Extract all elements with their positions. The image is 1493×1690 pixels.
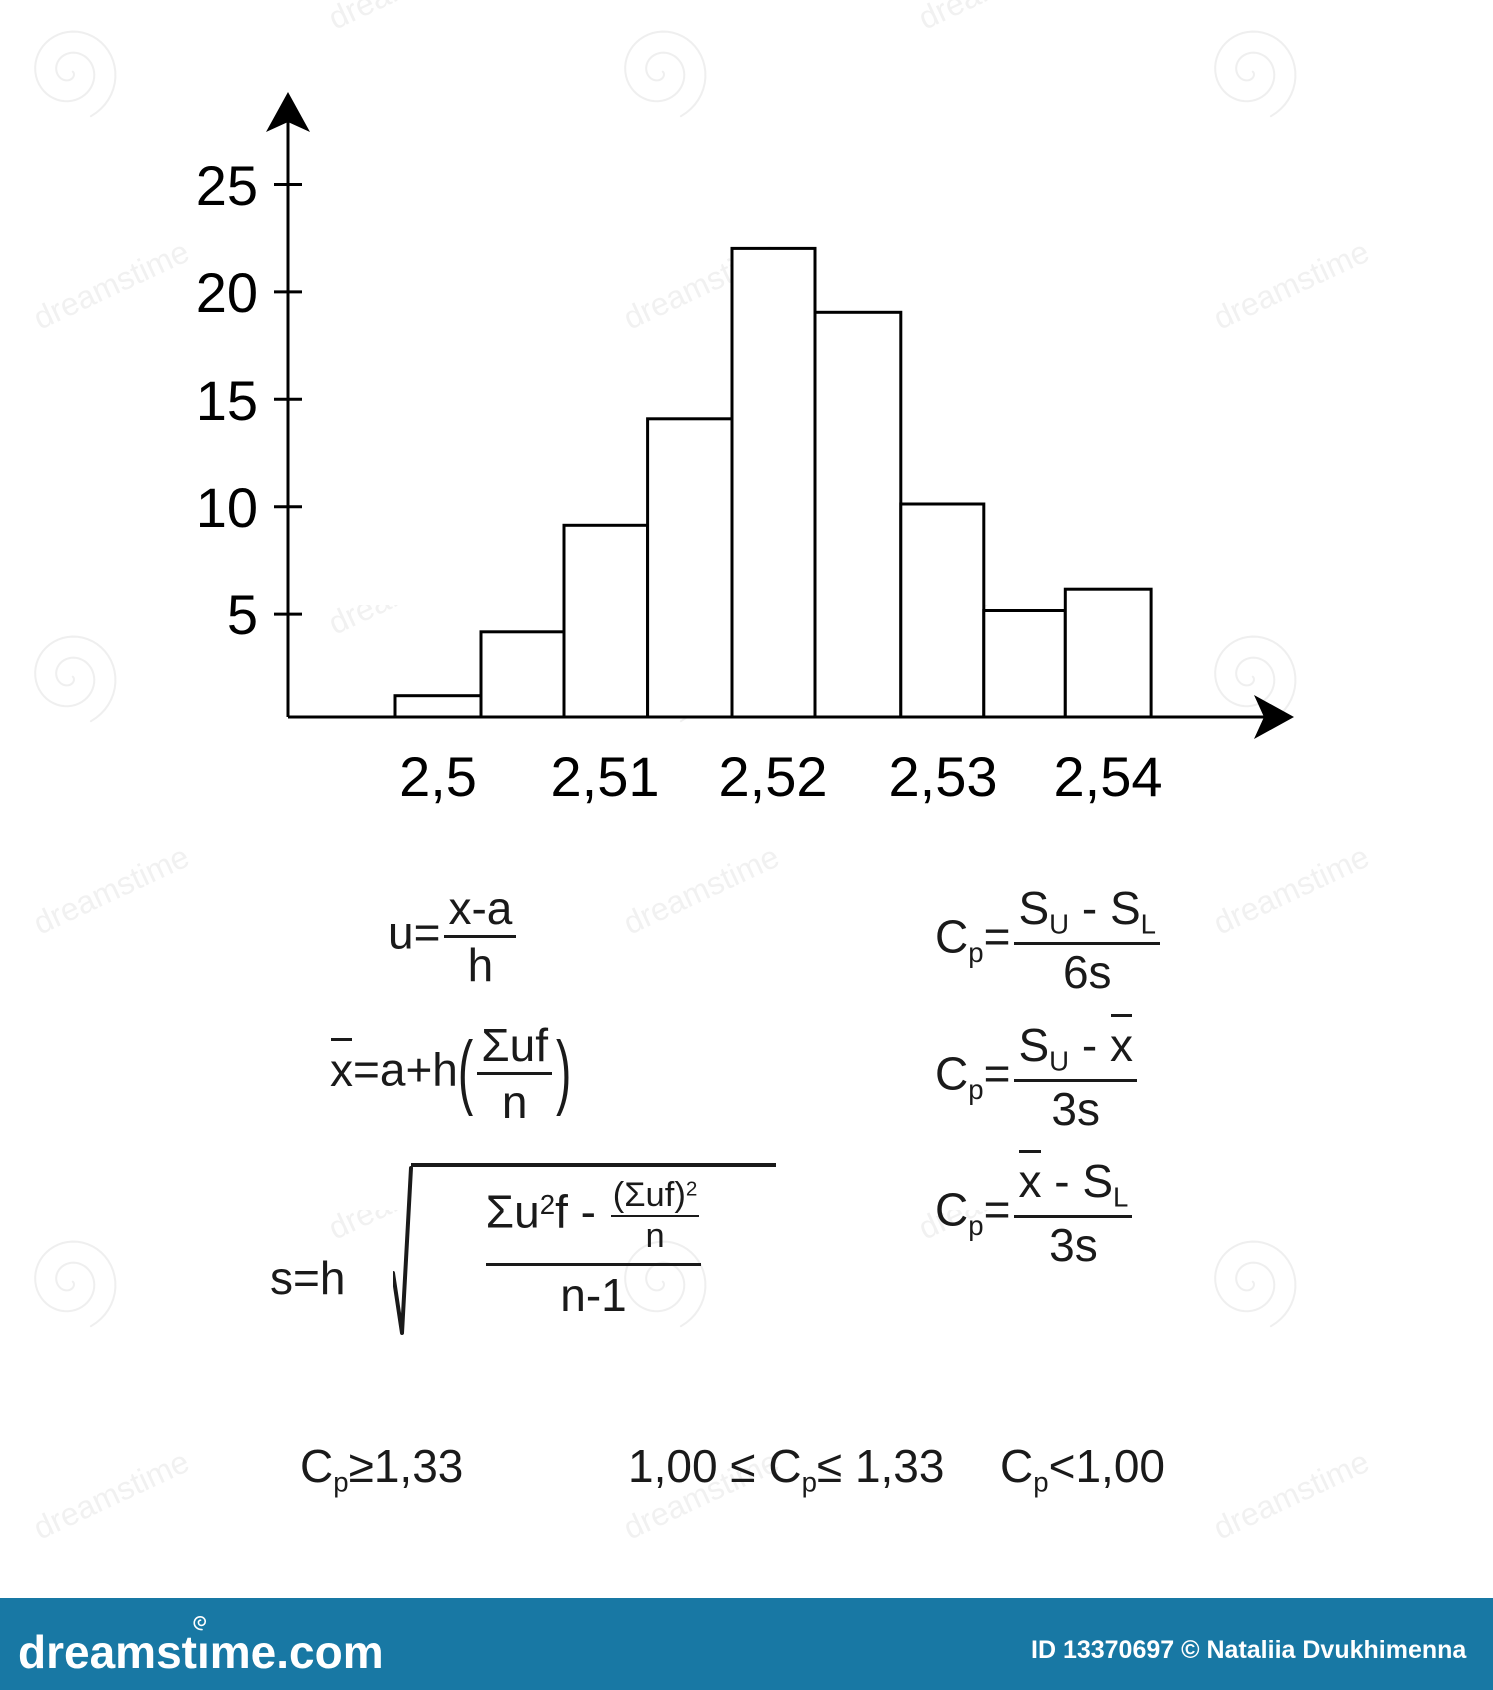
svg-text:2,54: 2,54 bbox=[1054, 745, 1163, 808]
svg-text:15: 15 bbox=[196, 369, 258, 432]
svg-text:2,53: 2,53 bbox=[889, 745, 998, 808]
svg-text:10: 10 bbox=[196, 476, 258, 539]
svg-text:2,51: 2,51 bbox=[551, 745, 660, 808]
svg-text:25: 25 bbox=[196, 154, 258, 217]
svg-text:20: 20 bbox=[196, 261, 258, 324]
svg-text:2,5: 2,5 bbox=[399, 745, 477, 808]
svg-text:2,52: 2,52 bbox=[719, 745, 828, 808]
svg-text:5: 5 bbox=[227, 583, 258, 646]
